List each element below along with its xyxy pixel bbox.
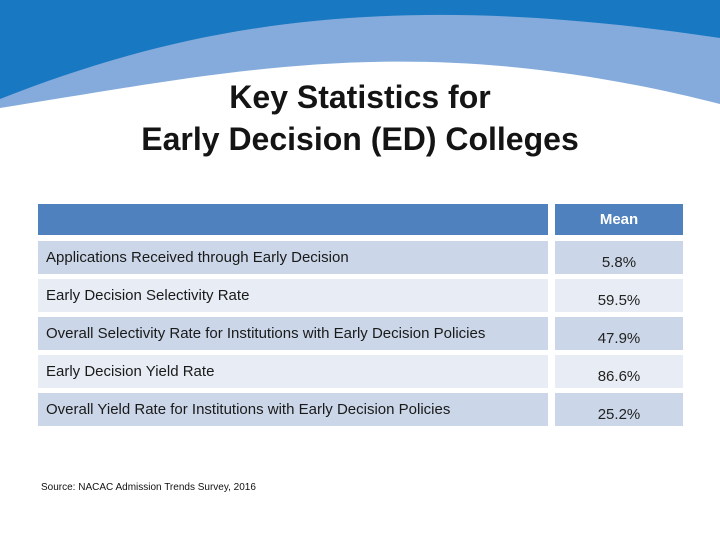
table-row: Overall Yield Rate for Institutions with… bbox=[38, 393, 683, 426]
row-value: 5.8% bbox=[555, 241, 683, 274]
row-value: 86.6% bbox=[555, 355, 683, 388]
row-label: Overall Selectivity Rate for Institution… bbox=[38, 317, 548, 350]
row-value: 47.9% bbox=[555, 317, 683, 350]
row-label: Early Decision Yield Rate bbox=[38, 355, 548, 388]
table-row: Early Decision Yield Rate 86.6% bbox=[38, 355, 683, 388]
table-row: Overall Selectivity Rate for Institution… bbox=[38, 317, 683, 350]
top-wave-decoration bbox=[0, 0, 720, 108]
row-label: Early Decision Selectivity Rate bbox=[38, 279, 548, 312]
table-header-label-cell bbox=[38, 204, 548, 235]
statistics-table: Mean Applications Received through Early… bbox=[38, 204, 683, 426]
table-header-mean-cell: Mean bbox=[555, 204, 683, 235]
slide-title: Key Statistics for Early Decision (ED) C… bbox=[0, 76, 720, 160]
table-header-row: Mean bbox=[38, 204, 683, 235]
wave-dark-icon bbox=[0, 0, 720, 99]
row-label: Applications Received through Early Deci… bbox=[38, 241, 548, 274]
row-value: 59.5% bbox=[555, 279, 683, 312]
source-citation: Source: NACAC Admission Trends Survey, 2… bbox=[41, 482, 256, 493]
table-row: Applications Received through Early Deci… bbox=[38, 241, 683, 274]
slide-title-line1: Key Statistics for bbox=[229, 79, 491, 115]
row-label: Overall Yield Rate for Institutions with… bbox=[38, 393, 548, 426]
slide-title-line2: Early Decision (ED) Colleges bbox=[141, 121, 579, 157]
table-row: Early Decision Selectivity Rate 59.5% bbox=[38, 279, 683, 312]
row-value: 25.2% bbox=[555, 393, 683, 426]
